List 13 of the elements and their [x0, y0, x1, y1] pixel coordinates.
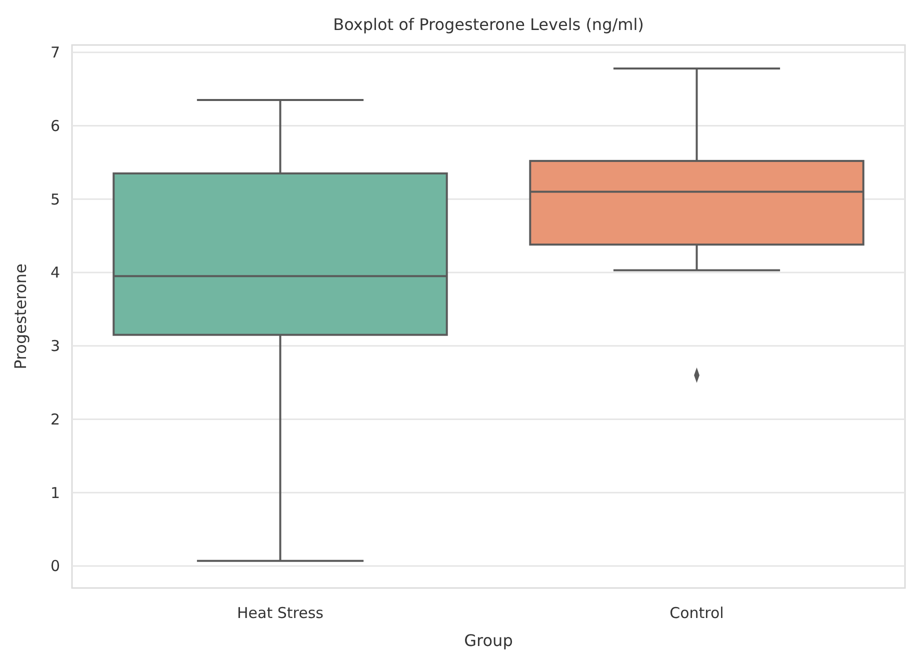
- y-tick-label: 4: [50, 264, 60, 282]
- chart-title: Boxplot of Progesterone Levels (ng/ml): [333, 15, 644, 34]
- y-tick-label: 0: [50, 557, 60, 576]
- x-tick-label: Heat Stress: [237, 604, 324, 622]
- y-tick-label: 5: [50, 190, 60, 208]
- y-tick-label: 2: [50, 410, 60, 428]
- x-axis-title: Group: [464, 631, 513, 650]
- x-tick-label: Control: [670, 604, 724, 622]
- y-axis-title: Progesterone: [11, 264, 30, 370]
- y-tick-label: 1: [50, 484, 60, 502]
- y-tick-label: 6: [50, 116, 60, 135]
- y-tick-label: 3: [50, 337, 60, 356]
- y-tick-label: 7: [50, 44, 60, 62]
